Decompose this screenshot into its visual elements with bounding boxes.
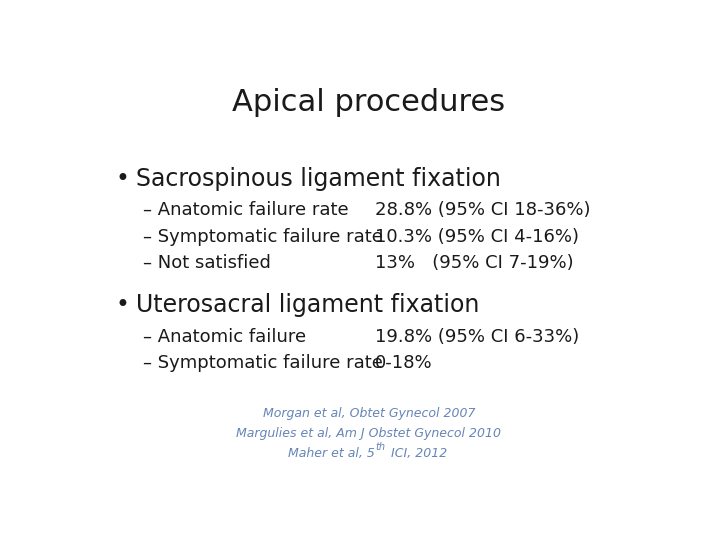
Text: – Symptomatic failure rate: – Symptomatic failure rate bbox=[143, 228, 383, 246]
Text: – Anatomic failure: – Anatomic failure bbox=[143, 328, 306, 346]
Text: Apical procedures: Apical procedures bbox=[233, 87, 505, 117]
Text: Sacrospinous ligament fixation: Sacrospinous ligament fixation bbox=[136, 167, 500, 191]
Text: – Anatomic failure rate: – Anatomic failure rate bbox=[143, 201, 348, 219]
Text: 19.8% (95% CI 6-33%): 19.8% (95% CI 6-33%) bbox=[374, 328, 579, 346]
Text: Margulies et al, Am J Obstet Gynecol 2010: Margulies et al, Am J Obstet Gynecol 201… bbox=[236, 427, 502, 440]
Text: – Not satisfied: – Not satisfied bbox=[143, 254, 271, 272]
Text: Uterosacral ligament fixation: Uterosacral ligament fixation bbox=[136, 294, 479, 318]
Text: Maher et al, 5: Maher et al, 5 bbox=[288, 447, 375, 460]
Text: 13%   (95% CI 7-19%): 13% (95% CI 7-19%) bbox=[374, 254, 573, 272]
Text: 28.8% (95% CI 18-36%): 28.8% (95% CI 18-36%) bbox=[374, 201, 590, 219]
Text: Morgan et al, Obtet Gynecol 2007: Morgan et al, Obtet Gynecol 2007 bbox=[263, 407, 475, 420]
Text: 10.3% (95% CI 4-16%): 10.3% (95% CI 4-16%) bbox=[374, 228, 579, 246]
Text: – Symptomatic failure rate: – Symptomatic failure rate bbox=[143, 354, 383, 372]
Text: 0-18%: 0-18% bbox=[374, 354, 432, 372]
Text: th: th bbox=[375, 442, 385, 451]
Text: •: • bbox=[115, 294, 129, 318]
Text: ICI, 2012: ICI, 2012 bbox=[387, 447, 448, 460]
Text: •: • bbox=[115, 167, 129, 191]
